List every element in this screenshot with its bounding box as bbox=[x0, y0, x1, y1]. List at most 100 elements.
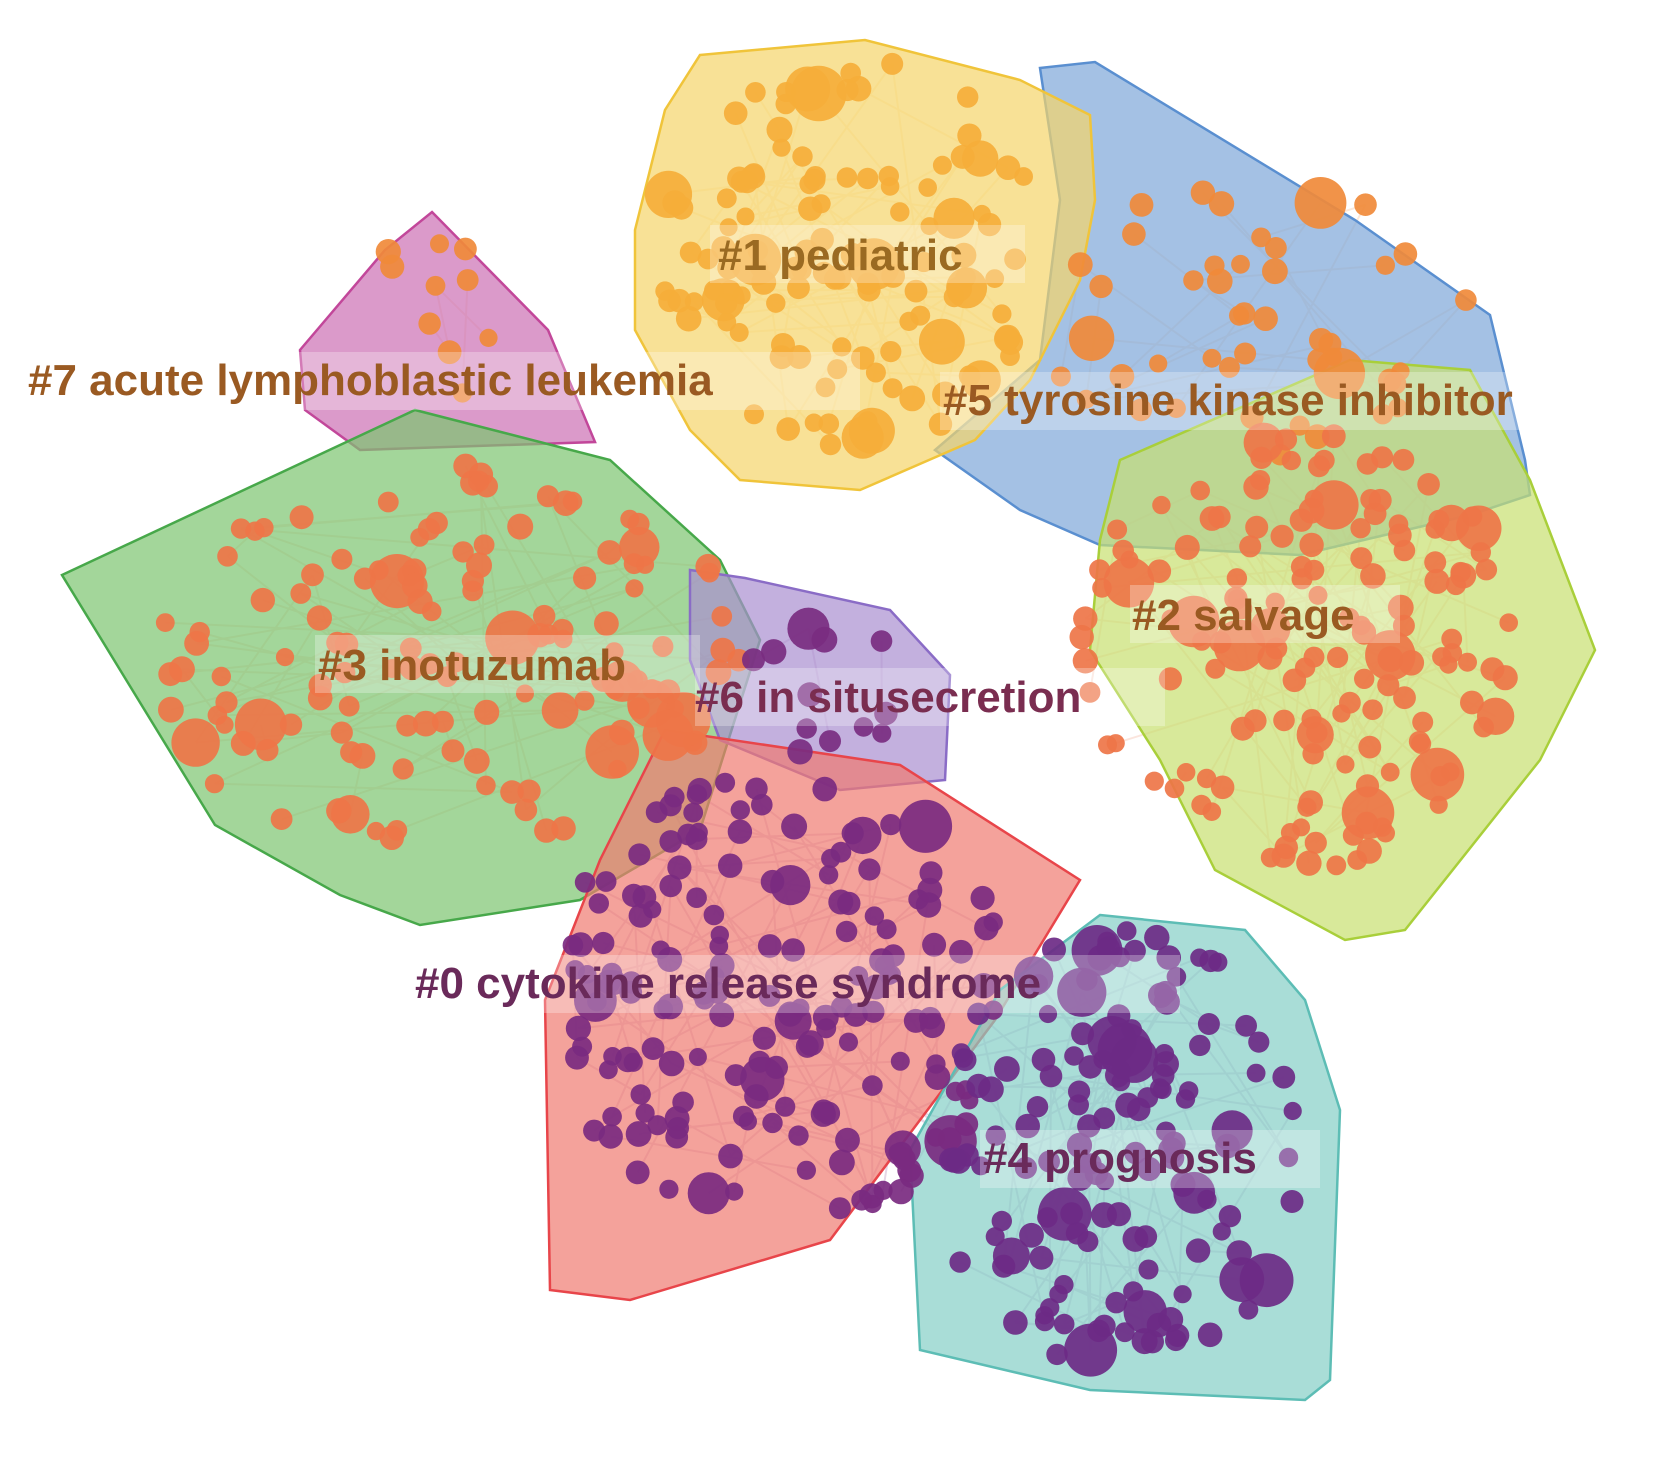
network-node bbox=[1037, 1207, 1058, 1228]
network-node bbox=[672, 1091, 694, 1114]
network-node bbox=[880, 814, 902, 836]
network-node bbox=[884, 1130, 921, 1167]
network-node bbox=[1272, 1065, 1296, 1089]
network-node bbox=[951, 242, 977, 268]
network-node bbox=[863, 974, 889, 1000]
network-node bbox=[1129, 193, 1154, 217]
network-node bbox=[1327, 646, 1349, 669]
network-node bbox=[864, 906, 885, 926]
network-node bbox=[919, 318, 965, 365]
network-node bbox=[1111, 1060, 1131, 1080]
network-node bbox=[211, 666, 231, 687]
network-node bbox=[1114, 1322, 1135, 1343]
cluster-0-label: #0 cytokine release syndrome bbox=[415, 959, 1041, 1008]
network-node bbox=[857, 411, 878, 431]
network-node bbox=[599, 1060, 618, 1080]
network-node bbox=[1440, 762, 1460, 782]
network-node bbox=[804, 413, 824, 432]
network-node bbox=[1093, 1107, 1116, 1130]
network-node bbox=[254, 518, 274, 538]
network-node bbox=[1050, 366, 1071, 387]
network-node bbox=[865, 362, 886, 383]
network-node bbox=[740, 1056, 785, 1102]
network-node bbox=[1066, 1132, 1093, 1158]
network-node bbox=[1105, 1291, 1127, 1314]
network-node bbox=[628, 697, 650, 719]
network-node bbox=[1350, 518, 1371, 539]
network-node bbox=[421, 601, 442, 622]
network-node bbox=[1153, 988, 1180, 1015]
network-node bbox=[718, 853, 743, 878]
network-node bbox=[596, 969, 621, 994]
network-node bbox=[788, 1125, 809, 1146]
network-node bbox=[1250, 446, 1273, 469]
network-node bbox=[992, 304, 1012, 324]
network-node bbox=[1234, 342, 1257, 365]
network-node bbox=[932, 381, 959, 408]
network-node bbox=[1458, 652, 1477, 672]
network-node bbox=[694, 989, 715, 1010]
network-node bbox=[1072, 648, 1099, 674]
network-node bbox=[500, 780, 524, 804]
network-node bbox=[740, 164, 766, 189]
network-node bbox=[1208, 505, 1231, 529]
network-node bbox=[791, 259, 812, 281]
network-node bbox=[377, 491, 399, 513]
network-node bbox=[204, 774, 225, 794]
network-node bbox=[1306, 721, 1328, 744]
network-node bbox=[1087, 1016, 1137, 1065]
network-node bbox=[951, 1043, 971, 1063]
network-node bbox=[918, 178, 937, 197]
network-node bbox=[353, 567, 377, 590]
network-node bbox=[899, 385, 926, 412]
network-node bbox=[475, 474, 499, 498]
network-node bbox=[874, 701, 898, 726]
network-node bbox=[1202, 802, 1222, 821]
network-node bbox=[1239, 1253, 1294, 1308]
network-node bbox=[816, 1018, 837, 1039]
network-node bbox=[463, 748, 490, 774]
network-node bbox=[812, 1099, 835, 1122]
network-node bbox=[1412, 711, 1434, 733]
network-node bbox=[392, 758, 414, 780]
network-node bbox=[425, 511, 448, 535]
network-node bbox=[732, 286, 751, 305]
network-node bbox=[954, 1112, 979, 1136]
network-node bbox=[1197, 1013, 1220, 1035]
network-node bbox=[878, 165, 899, 187]
network-node bbox=[250, 587, 275, 613]
network-node bbox=[796, 1160, 817, 1180]
network-node bbox=[1245, 515, 1269, 539]
network-node bbox=[1362, 699, 1383, 720]
network-node bbox=[949, 1251, 971, 1273]
network-node bbox=[828, 1197, 851, 1220]
network-node bbox=[882, 378, 903, 399]
network-node bbox=[270, 808, 293, 830]
network-node bbox=[1304, 489, 1324, 509]
network-node bbox=[922, 932, 947, 957]
network-node bbox=[1375, 255, 1395, 275]
network-node bbox=[1029, 1245, 1054, 1270]
network-node bbox=[1149, 1078, 1170, 1099]
network-node bbox=[436, 666, 458, 688]
network-node bbox=[1226, 568, 1248, 589]
cluster-5-label: #5 tyrosine kinase inhibitor bbox=[943, 376, 1513, 425]
network-node bbox=[872, 723, 892, 743]
network-node bbox=[1138, 1259, 1159, 1280]
network-node bbox=[627, 670, 648, 691]
network-node bbox=[985, 1125, 1006, 1146]
network-node bbox=[604, 642, 624, 661]
network-node bbox=[1071, 925, 1123, 976]
network-node bbox=[1112, 539, 1134, 562]
network-node bbox=[1060, 1202, 1083, 1225]
network-node bbox=[466, 552, 492, 579]
network-node bbox=[985, 1227, 1005, 1247]
network-node bbox=[718, 1143, 743, 1169]
network-node bbox=[1098, 735, 1117, 755]
network-node bbox=[1475, 558, 1498, 581]
network-node bbox=[1393, 686, 1416, 710]
network-node bbox=[635, 1103, 655, 1123]
network-node bbox=[828, 889, 854, 915]
network-node bbox=[623, 1052, 643, 1072]
cluster-7-label: #7 acute lymphoblastic leukemia bbox=[28, 356, 713, 405]
